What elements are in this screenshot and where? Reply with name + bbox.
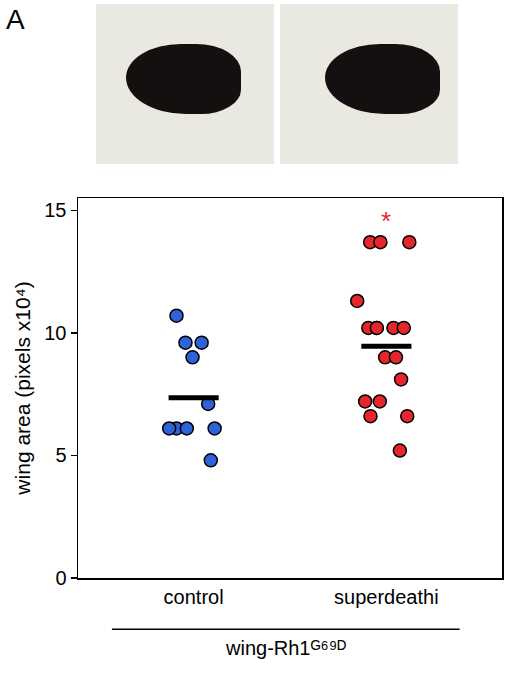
svg-text:15: 15 [44, 199, 66, 221]
svg-text:0: 0 [55, 567, 66, 589]
svg-text:wing area (pixels x10⁴): wing area (pixels x10⁴) [11, 281, 34, 495]
svg-text:10: 10 [44, 322, 66, 344]
svg-text:wing-Rh1ᴳ⁶⁹ᴰ: wing-Rh1ᴳ⁶⁹ᴰ [225, 637, 346, 659]
svg-text:A: A [6, 4, 25, 35]
svg-text:control: control [164, 586, 224, 608]
svg-text:*: * [381, 206, 391, 236]
svg-text:5: 5 [55, 444, 66, 466]
svg-text:superdeathi: superdeathi [334, 586, 439, 608]
